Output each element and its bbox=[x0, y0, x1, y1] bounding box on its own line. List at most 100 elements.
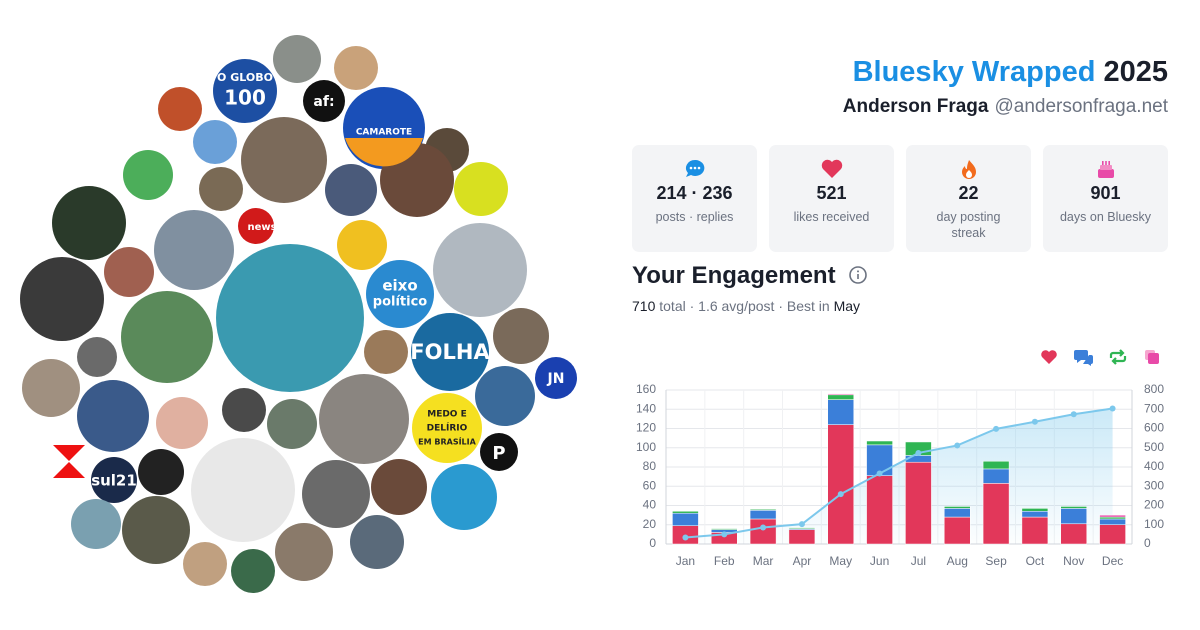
bar-segment[interactable] bbox=[866, 444, 893, 476]
avatar[interactable] bbox=[156, 397, 208, 449]
bar-segment[interactable] bbox=[982, 468, 1010, 484]
bar-segment[interactable] bbox=[1021, 516, 1049, 545]
bar-segment[interactable] bbox=[1099, 516, 1126, 520]
bar-segment[interactable] bbox=[1021, 508, 1049, 512]
avatar[interactable] bbox=[371, 459, 427, 515]
legend-quote-icon[interactable] bbox=[1145, 350, 1159, 364]
avatar[interactable] bbox=[273, 35, 321, 83]
bar-segment[interactable] bbox=[788, 529, 816, 545]
avatar[interactable] bbox=[231, 549, 275, 593]
avatar[interactable] bbox=[364, 330, 408, 374]
cumulative-point[interactable] bbox=[1031, 418, 1038, 425]
avatar[interactable] bbox=[238, 208, 274, 244]
bar-segment[interactable] bbox=[711, 528, 738, 530]
bar-segment[interactable] bbox=[749, 510, 777, 520]
avatar[interactable] bbox=[77, 380, 149, 452]
cumulative-point[interactable] bbox=[1109, 405, 1116, 412]
avatar[interactable] bbox=[121, 291, 213, 383]
bar-segment[interactable] bbox=[788, 527, 816, 529]
avatar[interactable] bbox=[303, 80, 345, 122]
bar-segment[interactable] bbox=[944, 506, 971, 509]
avatar[interactable] bbox=[431, 464, 497, 530]
avatar[interactable] bbox=[222, 388, 266, 432]
cumulative-point[interactable] bbox=[837, 491, 844, 498]
avatar[interactable] bbox=[191, 438, 295, 542]
bar-segment[interactable] bbox=[866, 440, 893, 446]
avatar[interactable] bbox=[319, 374, 409, 464]
bar-segment[interactable] bbox=[827, 424, 854, 545]
bar-segment[interactable] bbox=[1060, 506, 1087, 509]
avatar[interactable] bbox=[411, 313, 489, 391]
cumulative-point[interactable] bbox=[876, 470, 883, 477]
avatar[interactable] bbox=[454, 162, 508, 216]
bar-segment[interactable] bbox=[827, 393, 854, 396]
avatar[interactable] bbox=[52, 186, 126, 260]
bar-segment[interactable] bbox=[1099, 524, 1126, 545]
avatar[interactable] bbox=[325, 164, 377, 216]
stat-card: 521 likes received bbox=[769, 145, 894, 252]
bar-segment[interactable] bbox=[1099, 518, 1126, 525]
avatar[interactable] bbox=[123, 150, 173, 200]
avatar[interactable] bbox=[138, 449, 184, 495]
avatar[interactable] bbox=[20, 257, 104, 341]
bar-segment[interactable] bbox=[672, 511, 699, 514]
avatar[interactable] bbox=[71, 499, 121, 549]
avatar[interactable] bbox=[91, 457, 137, 503]
bar-segment[interactable] bbox=[944, 508, 971, 518]
avatar[interactable] bbox=[216, 244, 364, 392]
bar-segment[interactable] bbox=[749, 518, 777, 545]
info-icon[interactable] bbox=[848, 265, 868, 285]
avatar[interactable] bbox=[334, 46, 378, 90]
bar-segment[interactable] bbox=[1021, 511, 1049, 518]
bar-segment[interactable] bbox=[944, 516, 971, 545]
avatar[interactable] bbox=[433, 223, 527, 317]
cumulative-point[interactable] bbox=[682, 534, 689, 541]
bar-segment[interactable] bbox=[672, 512, 699, 526]
avatar-logo-mark[interactable] bbox=[53, 445, 85, 478]
avatar[interactable] bbox=[213, 59, 277, 123]
bar-segment[interactable] bbox=[827, 399, 854, 425]
bar-segment[interactable] bbox=[866, 475, 893, 545]
avatar[interactable] bbox=[350, 515, 404, 569]
avatar[interactable] bbox=[193, 120, 237, 164]
cumulative-point[interactable] bbox=[721, 531, 728, 538]
avatar[interactable] bbox=[154, 210, 234, 290]
avatar[interactable] bbox=[241, 117, 327, 203]
avatar[interactable] bbox=[183, 542, 227, 586]
cumulative-point[interactable] bbox=[798, 521, 805, 528]
bar-segment[interactable] bbox=[982, 460, 1010, 470]
avatar[interactable] bbox=[412, 393, 482, 463]
cumulative-point[interactable] bbox=[993, 425, 1000, 432]
cumulative-point[interactable] bbox=[760, 524, 767, 531]
avatar[interactable] bbox=[199, 167, 243, 211]
avatar[interactable] bbox=[337, 220, 387, 270]
avatar[interactable] bbox=[158, 87, 202, 131]
cumulative-point[interactable] bbox=[915, 449, 922, 456]
bar-segment[interactable] bbox=[749, 509, 777, 511]
bar-segment[interactable] bbox=[1099, 514, 1126, 518]
avatar[interactable] bbox=[493, 308, 549, 364]
avatar[interactable] bbox=[475, 366, 535, 426]
cumulative-point[interactable] bbox=[1070, 411, 1077, 418]
avatar[interactable] bbox=[302, 460, 370, 528]
bar-segment[interactable] bbox=[827, 394, 854, 400]
avatar[interactable] bbox=[480, 433, 518, 471]
avatar[interactable] bbox=[104, 247, 154, 297]
avatar[interactable] bbox=[122, 496, 190, 564]
avatar[interactable] bbox=[22, 359, 80, 417]
bar-segment[interactable] bbox=[1060, 523, 1087, 545]
avatar[interactable] bbox=[77, 337, 117, 377]
legend-like-icon[interactable] bbox=[1041, 350, 1057, 364]
avatar[interactable] bbox=[366, 260, 434, 328]
bar-segment[interactable] bbox=[982, 483, 1010, 545]
cumulative-point[interactable] bbox=[954, 442, 961, 449]
user-handle[interactable]: @andersonfraga.net bbox=[994, 96, 1168, 117]
bar-segment[interactable] bbox=[905, 461, 932, 545]
avatar[interactable] bbox=[535, 357, 577, 399]
legend-repost-icon[interactable] bbox=[1109, 349, 1127, 365]
avatar[interactable] bbox=[275, 523, 333, 581]
bar-segment[interactable] bbox=[1060, 508, 1087, 525]
legend-reply-icon[interactable] bbox=[1074, 350, 1093, 366]
avatar[interactable] bbox=[267, 399, 317, 449]
